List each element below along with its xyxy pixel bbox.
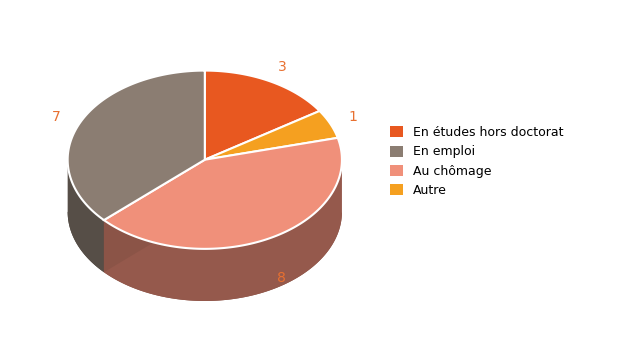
Polygon shape	[104, 212, 342, 301]
Polygon shape	[68, 71, 205, 220]
Polygon shape	[68, 160, 104, 272]
Polygon shape	[104, 160, 205, 272]
Text: 3: 3	[278, 60, 286, 74]
Polygon shape	[205, 71, 319, 160]
Text: 1: 1	[349, 110, 357, 124]
Legend: En études hors doctorat, En emploi, Au chômage, Autre: En études hors doctorat, En emploi, Au c…	[390, 126, 563, 197]
Polygon shape	[68, 212, 205, 272]
Polygon shape	[104, 160, 205, 272]
Polygon shape	[104, 138, 342, 249]
Text: 8: 8	[277, 271, 286, 285]
Polygon shape	[104, 160, 342, 301]
Text: 7: 7	[52, 110, 61, 124]
Polygon shape	[205, 111, 338, 160]
